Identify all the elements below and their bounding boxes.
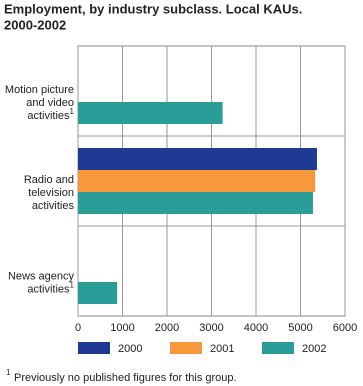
category-label-text: News agency (8, 270, 75, 282)
x-tick-label: 0 (75, 322, 81, 334)
x-tick-label: 4000 (244, 322, 268, 334)
legend-swatch (262, 342, 294, 354)
legend-label: 2001 (210, 343, 234, 355)
x-tick-label: 6000 (333, 322, 357, 334)
category-label-text: activities (27, 110, 70, 122)
category-label: activities (32, 200, 75, 212)
category-label: television (28, 187, 74, 199)
legend-swatch (170, 342, 202, 354)
footnote-marker: 1 (6, 368, 11, 377)
bar (78, 282, 118, 304)
legend-label: 2002 (302, 343, 326, 355)
x-tick-label: 5000 (288, 322, 312, 334)
category-label: Radio and (24, 174, 74, 186)
x-tick-label: 3000 (199, 322, 223, 334)
category-label-text: television (28, 187, 74, 199)
bar (78, 170, 316, 192)
legend-swatch (78, 342, 110, 354)
category-note: 1 (70, 107, 75, 116)
bar (78, 148, 317, 170)
bar (78, 102, 223, 124)
category-label: News agency (8, 270, 75, 282)
footnote: Previously no published figures for this… (14, 372, 237, 384)
chart-title: 2000-2002 (4, 17, 66, 32)
category-note: 1 (70, 281, 75, 290)
x-tick-label: 2000 (155, 322, 179, 334)
bar (78, 192, 313, 214)
category-label-text: Motion picture (5, 84, 74, 96)
legend-label: 2000 (118, 343, 142, 355)
category-label-text: activities (32, 200, 75, 212)
category-label-text: activities (27, 283, 70, 295)
category-label-text: Radio and (24, 174, 74, 186)
category-label: activities1 (27, 281, 74, 296)
x-tick-label: 1000 (110, 322, 134, 334)
chart-title: Employment, by industry subclass. Local … (4, 1, 302, 16)
category-label-text: and video (26, 97, 74, 109)
category-label: and video (26, 97, 74, 109)
category-label: Motion picture (5, 84, 74, 96)
category-label: activities1 (27, 107, 74, 122)
